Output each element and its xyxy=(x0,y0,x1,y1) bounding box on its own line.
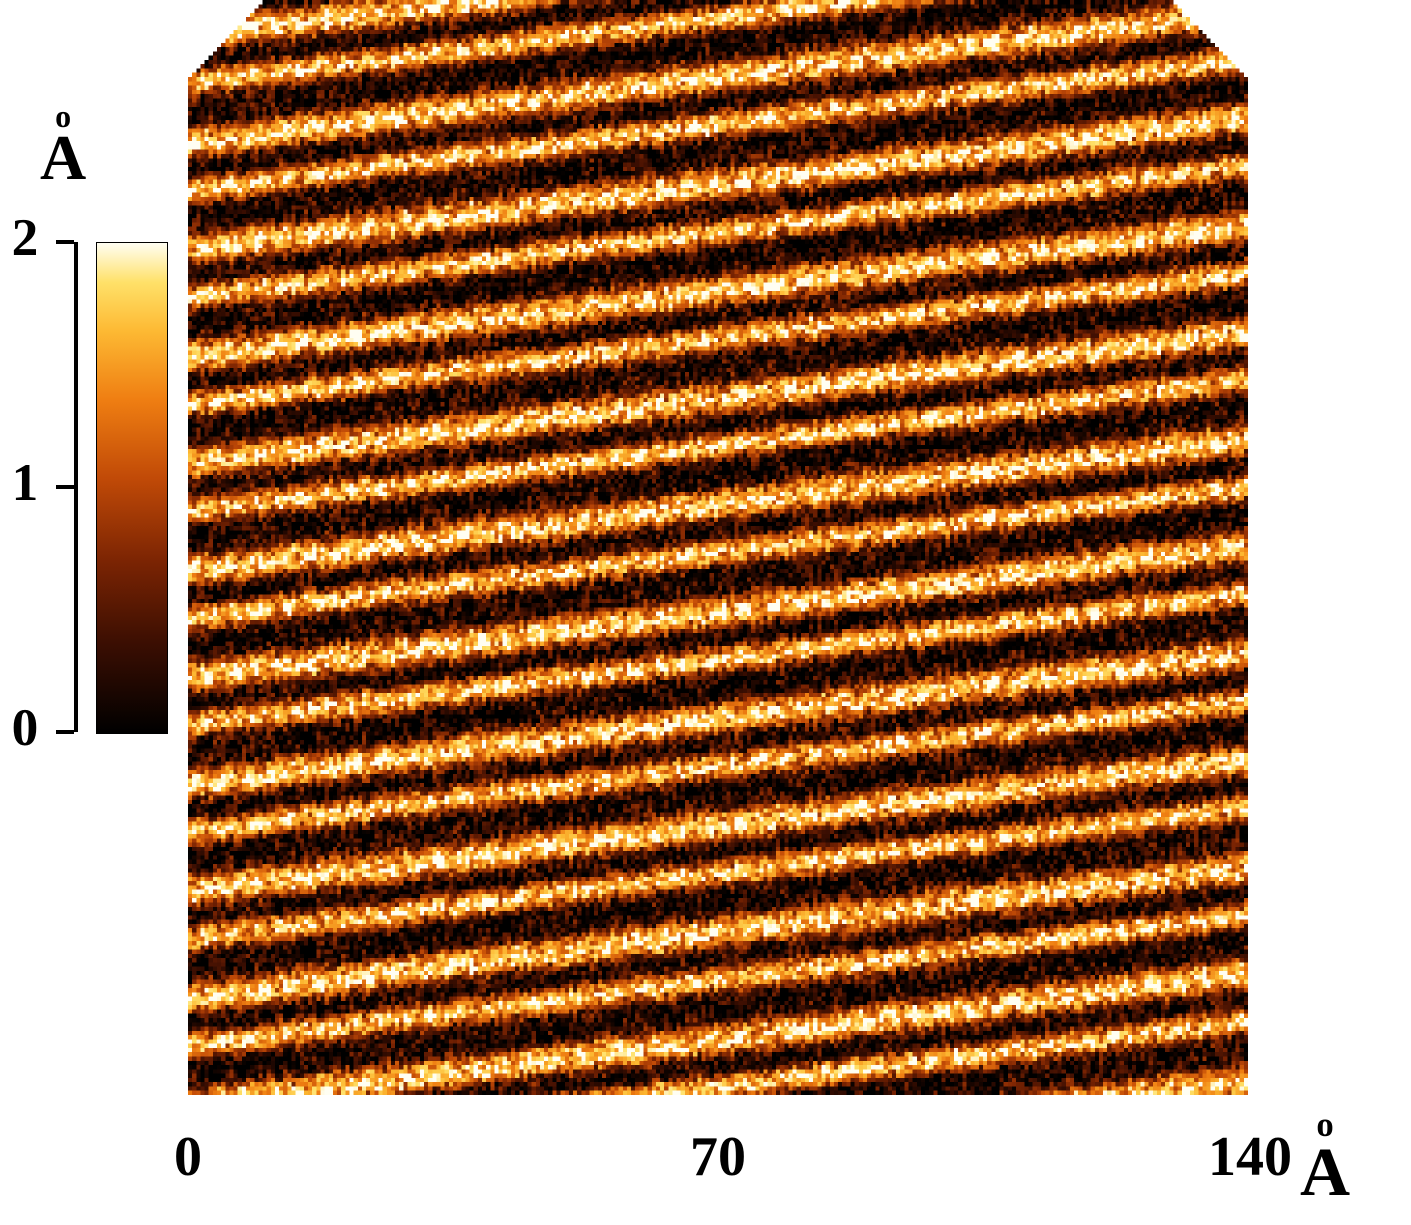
figure-root: o A 012 070140 o A xyxy=(0,0,1411,1225)
colorbar-unit-angstrom: o A xyxy=(40,100,86,190)
colorbar-tick-label: 2 xyxy=(8,206,42,268)
colorbar-tick-label: 0 xyxy=(8,696,42,758)
colorbar-axis-line xyxy=(74,242,78,732)
x-axis-unit-angstrom: o A xyxy=(1300,1108,1350,1206)
x-axis-unit-letter: A xyxy=(1300,1137,1350,1206)
stm-heatmap xyxy=(188,0,1248,1095)
x-axis-tick-label: 0 xyxy=(148,1125,228,1189)
colorbar-unit-letter: A xyxy=(40,126,86,190)
colorbar: o A 012 xyxy=(18,190,176,750)
colorbar-tick xyxy=(56,485,74,489)
colorbar-gradient xyxy=(96,242,168,734)
x-axis-tick-label: 140 xyxy=(1208,1125,1288,1189)
colorbar-tick-label: 1 xyxy=(8,451,42,513)
x-axis-tick-label: 70 xyxy=(678,1125,758,1189)
colorbar-tick xyxy=(56,730,74,734)
colorbar-tick xyxy=(56,240,74,244)
